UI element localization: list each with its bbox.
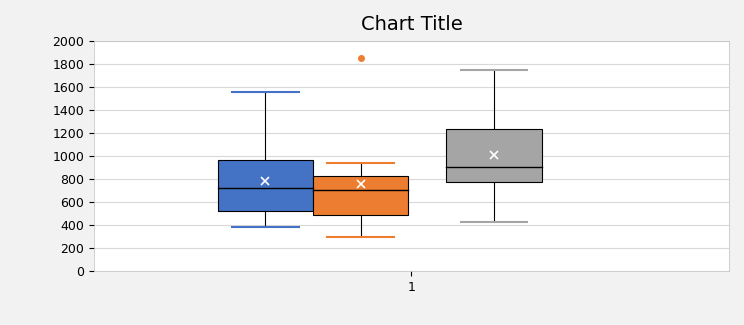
FancyBboxPatch shape (313, 176, 408, 215)
Title: Chart Title: Chart Title (361, 15, 462, 34)
FancyBboxPatch shape (446, 129, 542, 182)
FancyBboxPatch shape (218, 160, 313, 211)
